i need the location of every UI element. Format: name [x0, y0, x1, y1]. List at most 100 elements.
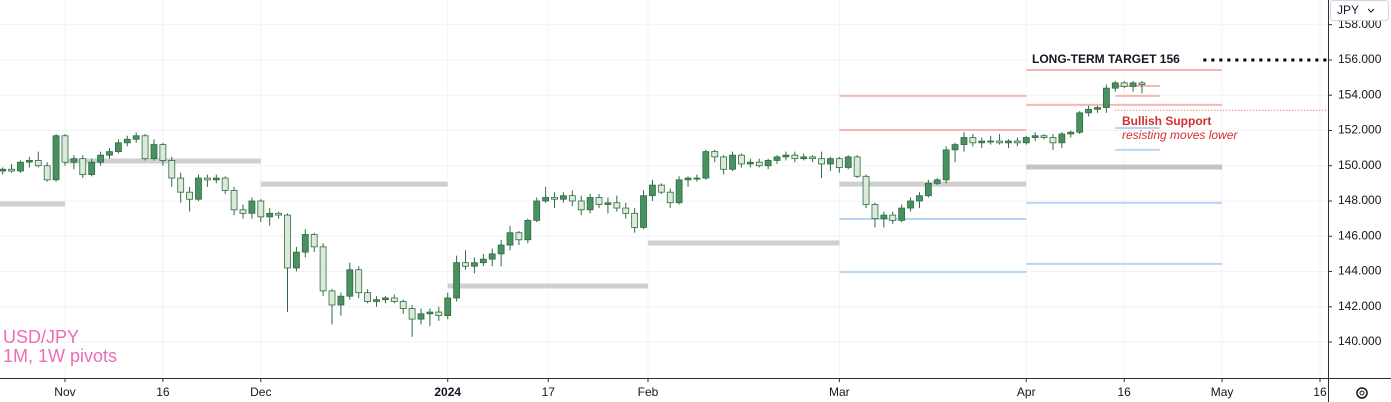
- candle-body: [52, 135, 60, 181]
- candle-body: [257, 200, 265, 218]
- candle-body: [844, 156, 852, 168]
- candle-body: [720, 156, 728, 170]
- candle-body: [853, 156, 861, 177]
- candle-body: [1138, 82, 1146, 86]
- candle-body: [711, 151, 719, 158]
- candle-body: [1049, 137, 1057, 144]
- candle-body: [1120, 82, 1128, 87]
- candle-body: [1076, 112, 1084, 133]
- candle-body: [1031, 135, 1039, 138]
- x-tick-label: Apr: [1017, 385, 1036, 399]
- candle-body: [862, 175, 870, 205]
- candle-body: [764, 160, 772, 167]
- candle-body: [675, 179, 683, 204]
- candle-body: [871, 204, 879, 220]
- candle-body: [8, 168, 15, 172]
- candle-body: [746, 161, 754, 165]
- x-tick-label: Feb: [638, 385, 659, 399]
- candle-body: [382, 297, 389, 301]
- candle-body: [346, 269, 354, 297]
- candle-body: [649, 184, 656, 197]
- candle-body: [515, 232, 523, 241]
- candle-body: [907, 200, 914, 209]
- candle-body: [551, 197, 558, 200]
- candle-body: [782, 154, 790, 158]
- candle-body: [1102, 87, 1110, 108]
- y-tick-label: 148.000: [1338, 193, 1382, 207]
- candle-body: [951, 144, 959, 151]
- candle-body: [70, 158, 78, 163]
- candle-body: [666, 191, 674, 204]
- x-tick-label: May: [1211, 385, 1234, 399]
- candle-body: [159, 144, 167, 161]
- candle-body: [969, 137, 977, 144]
- candle-body: [942, 149, 950, 181]
- candle-body: [1085, 108, 1092, 114]
- candle-body: [88, 161, 96, 175]
- candle-body: [560, 195, 567, 200]
- candle-body: [755, 161, 763, 167]
- x-tick-label: 2024: [434, 385, 461, 399]
- candle-body: [1111, 82, 1119, 89]
- candle-body: [640, 195, 647, 228]
- chart-title: USD/JPY: [3, 327, 79, 347]
- candle-body: [355, 269, 363, 294]
- x-tick-label: 16: [1117, 385, 1131, 399]
- candle-body: [61, 135, 69, 163]
- candle-body: [800, 156, 808, 160]
- target-label-bg: [1029, 52, 1199, 68]
- candle-body: [328, 290, 336, 306]
- candle-body: [479, 258, 487, 264]
- candle-body: [586, 197, 594, 211]
- candle-body: [43, 165, 51, 181]
- candle-body: [613, 202, 621, 209]
- target-label: LONG-TERM TARGET 156: [1032, 52, 1180, 66]
- candle-body: [114, 142, 122, 153]
- candle-body: [835, 158, 843, 168]
- x-tick-label: 16: [1313, 385, 1327, 399]
- candles: [0, 81, 1146, 337]
- pivot-levels: [0, 58, 1328, 289]
- candle-body: [292, 251, 300, 269]
- candle-body: [818, 158, 825, 165]
- candle-body: [987, 140, 995, 143]
- candle-body: [729, 154, 736, 170]
- y-tick-label: 142.000: [1338, 299, 1382, 313]
- support-note: resisting moves lower: [1122, 128, 1238, 142]
- candle-body: [622, 207, 630, 214]
- candle-body: [524, 219, 532, 241]
- candle-body: [880, 214, 888, 220]
- support-label: Bullish Support: [1122, 114, 1211, 128]
- candle-body: [1094, 107, 1101, 110]
- y-tick-label: 154.000: [1338, 87, 1382, 101]
- candle-body: [310, 234, 318, 248]
- candle-body: [417, 313, 425, 320]
- settings-icon-center: [1359, 390, 1365, 396]
- candle-body: [604, 202, 612, 205]
- candle-body: [684, 177, 692, 181]
- candle-body: [17, 161, 24, 172]
- x-tick-label: Nov: [54, 385, 75, 399]
- candle-body: [693, 177, 701, 180]
- candle-body: [933, 179, 941, 184]
- candle-body: [435, 311, 443, 316]
- candle-body: [212, 177, 220, 181]
- candle-body: [301, 234, 309, 253]
- candle-body: [132, 135, 140, 140]
- candle-body: [916, 195, 923, 202]
- candle-body: [889, 214, 897, 221]
- candle-body: [978, 140, 986, 144]
- candle-body: [791, 154, 799, 160]
- x-tick-label: Dec: [250, 385, 271, 399]
- candle-body: [373, 299, 380, 302]
- candle-body: [337, 295, 345, 306]
- candle-body: [97, 154, 104, 163]
- candle-body: [1067, 131, 1075, 135]
- currency-box[interactable]: [1330, 0, 1389, 21]
- candle-body: [79, 158, 87, 175]
- candle-body: [898, 207, 906, 221]
- candle-body: [542, 197, 550, 202]
- y-tick-label: 150.000: [1338, 158, 1382, 172]
- settings-icon[interactable]: [1356, 387, 1368, 399]
- candle-body: [444, 297, 452, 316]
